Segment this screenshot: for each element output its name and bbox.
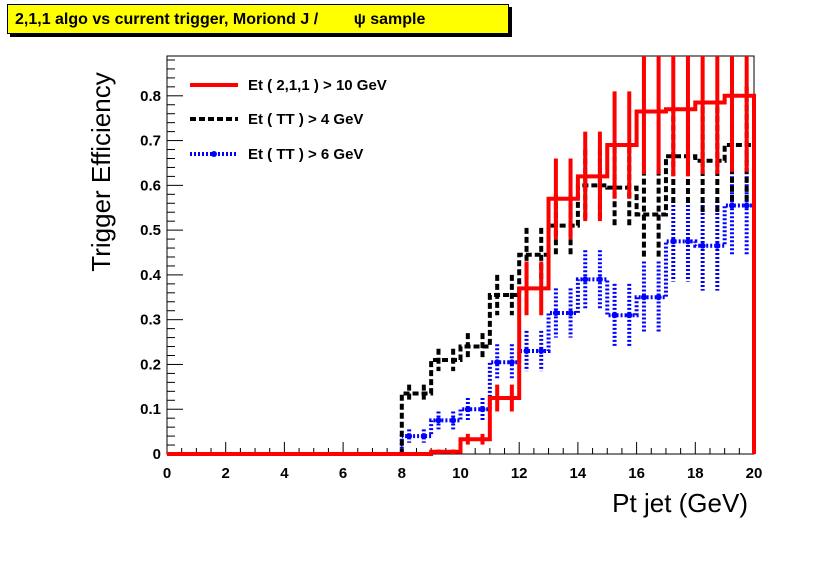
data-point — [567, 309, 574, 316]
data-point — [728, 202, 735, 209]
y-tick-label: 0.2 — [140, 356, 161, 373]
data-point — [714, 242, 721, 249]
y-tick-label: 0.5 — [140, 222, 161, 239]
data-point — [655, 294, 662, 301]
series-group — [167, 56, 756, 456]
legend-marker — [211, 151, 217, 157]
data-point — [464, 406, 471, 413]
data-point — [420, 433, 427, 440]
x-tick-label: 0 — [163, 465, 171, 482]
x-tick-label: 10 — [452, 465, 469, 482]
series-line — [167, 93, 756, 456]
data-point — [626, 312, 633, 319]
x-tick-label: 20 — [746, 465, 763, 482]
series-line — [167, 203, 754, 456]
legend: Et ( 2,1,1 ) > 10 GeV Et ( TT ) > 4 GeV Et… — [190, 77, 387, 163]
y-tick-label: 0.7 — [140, 133, 161, 150]
series-layer — [167, 56, 756, 456]
series-group — [167, 156, 754, 456]
data-point — [699, 242, 706, 249]
x-tick-label: 8 — [398, 465, 406, 482]
series-group — [167, 86, 754, 456]
data-point — [640, 294, 647, 301]
series-line — [167, 143, 754, 456]
data-point — [508, 359, 515, 366]
legend-label: Et ( TT ) > 6 GeV — [248, 146, 363, 163]
y-tick-label: 0 — [153, 446, 161, 463]
data-point — [596, 276, 603, 283]
x-tick-label: 12 — [511, 465, 528, 482]
x-tick-label: 4 — [280, 465, 289, 482]
x-tick-label: 2 — [222, 465, 230, 482]
data-point — [435, 417, 442, 424]
x-axis: 0 2 4 6 8 10 12 14 16 18 20 — [163, 442, 763, 482]
data-point — [450, 417, 457, 424]
x-tick-label: 18 — [687, 465, 704, 482]
data-point — [479, 406, 486, 413]
y-axis-label: Trigger Efficiency — [86, 72, 116, 271]
data-point — [406, 433, 413, 440]
data-point — [582, 276, 589, 283]
x-tick-label: 16 — [628, 465, 645, 482]
data-point — [743, 202, 750, 209]
y-tick-label: 0.6 — [140, 177, 161, 194]
y-tick-label: 0.8 — [140, 88, 161, 105]
y-tick-label: 0.4 — [140, 267, 162, 284]
data-point — [538, 348, 545, 355]
data-point — [684, 238, 691, 245]
y-tick-label: 0.3 — [140, 312, 161, 329]
chart-title-box: 2,1,1 algo vs current trigger, Moriond J… — [7, 4, 509, 34]
legend-label: Et ( 2,1,1 ) > 10 GeV — [248, 77, 387, 94]
data-point — [494, 359, 501, 366]
chart-title: 2,1,1 algo vs current trigger, Moriond J… — [15, 11, 426, 28]
x-tick-label: 14 — [570, 465, 587, 482]
data-point — [552, 309, 559, 316]
y-axis: 0 0.1 0.2 0.3 0.4 0.5 0.6 0.7 0.8 — [140, 59, 183, 463]
x-tick-label: 6 — [339, 465, 347, 482]
data-point — [523, 348, 530, 355]
data-point — [670, 238, 677, 245]
x-axis-label: Pt jet (GeV) — [612, 488, 748, 518]
y-tick-label: 0.1 — [140, 401, 161, 418]
data-point — [611, 312, 618, 319]
legend-label: Et ( TT ) > 4 GeV — [248, 111, 363, 128]
